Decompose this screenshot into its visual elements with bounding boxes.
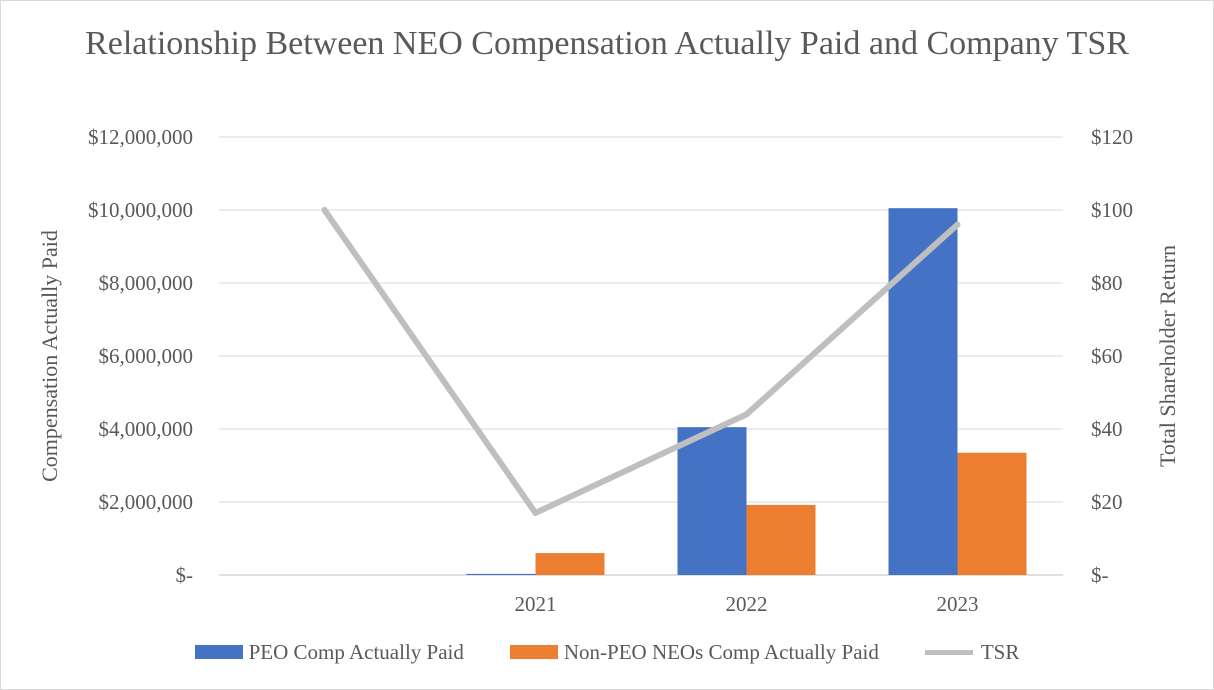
- y2-tick-label: $40: [1091, 417, 1123, 441]
- x-tick-label: 2021: [515, 592, 557, 616]
- y-tick-label: $2,000,000: [99, 490, 194, 514]
- y2-axis-title: Total Shareholder Return: [1155, 245, 1180, 467]
- bar-non-peo-2023: [957, 452, 1027, 575]
- y2-tick-label: $20: [1091, 490, 1123, 514]
- y2-tick-label: $60: [1091, 344, 1123, 368]
- legend-label: Non-PEO NEOs Comp Actually Paid: [563, 639, 879, 664]
- y-tick-label: $-: [176, 563, 194, 587]
- legend-item: PEO Comp Actually Paid: [194, 639, 464, 665]
- tsr-point: [743, 411, 750, 418]
- bar-peo-2022: [677, 427, 747, 575]
- tsr-point: [532, 509, 539, 516]
- y2-tick-label: $100: [1091, 198, 1133, 222]
- x-tick-label: 2023: [937, 592, 979, 616]
- y-tick-label: $6,000,000: [99, 344, 194, 368]
- legend-label: PEO Comp Actually Paid: [248, 639, 464, 664]
- y-tick-label: $12,000,000: [88, 125, 193, 149]
- legend-swatch: [509, 645, 558, 659]
- bar-non-peo-2022: [746, 504, 816, 575]
- y-axis-title: Compensation Actually Paid: [37, 230, 62, 482]
- legend-swatch: [194, 645, 243, 659]
- bar-peo-2021: [466, 573, 536, 575]
- tsr-point: [954, 221, 961, 228]
- y2-tick-label: $120: [1091, 125, 1133, 149]
- legend-label: TSR: [980, 639, 1020, 664]
- chart-legend: PEO Comp Actually Paid Non-PEO NEOs Comp …: [1, 637, 1213, 667]
- tsr-point: [321, 207, 328, 213]
- y-tick-label: $4,000,000: [99, 417, 194, 441]
- bar-non-peo-2021: [535, 553, 605, 575]
- chart-title: Relationship Between NEO Compensation Ac…: [85, 25, 1129, 62]
- y2-tick-label: $-: [1091, 563, 1109, 587]
- x-tick-label: 2022: [726, 592, 768, 616]
- legend-item: Non-PEO NEOs Comp Actually Paid: [509, 639, 879, 665]
- tsr-line: [321, 207, 961, 516]
- legend-item: TSR: [924, 639, 1020, 665]
- bar-peo-2023: [888, 208, 958, 576]
- y-tick-label: $10,000,000: [88, 198, 193, 222]
- legend-swatch: [924, 649, 973, 655]
- y2-tick-label: $80: [1091, 271, 1123, 295]
- y-tick-label: $8,000,000: [99, 271, 194, 295]
